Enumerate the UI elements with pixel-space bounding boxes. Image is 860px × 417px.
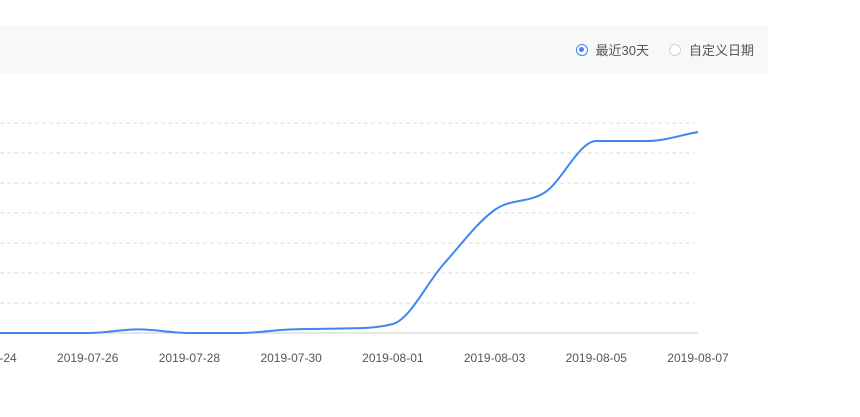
x-tick-label: 2019-08-05 (566, 351, 628, 365)
x-tick-label: 2019-07-24 (0, 351, 17, 365)
x-tick-label: 2019-07-28 (159, 351, 221, 365)
x-tick-label: 2019-08-03 (464, 351, 526, 365)
x-tick-label: 2019-08-07 (667, 351, 729, 365)
chart-svg: 2019-07-24 2019-07-26 2019-07-28 2019-07-30… (0, 122, 729, 365)
radio-unselected-icon[interactable] (668, 43, 681, 56)
date-range-radio-group: 最近30天 自定义日期 (575, 26, 754, 73)
date-filter-bar: 最近30天 自定义日期 (0, 26, 768, 73)
radio-last-30-days[interactable]: 最近30天 (575, 40, 649, 59)
radio-custom-date[interactable]: 自定义日期 (668, 40, 754, 59)
x-tick-label: 2019-08-01 (362, 351, 424, 365)
radio-selected-icon[interactable] (575, 43, 588, 56)
series-line-0 (0, 131, 699, 334)
trend-line-chart: 2019-07-24 2019-07-26 2019-07-28 2019-07-30… (0, 90, 760, 380)
x-tick-label: 2019-07-30 (260, 351, 322, 365)
radio-last-30-days-label: 最近30天 (595, 43, 649, 58)
radio-custom-date-label: 自定义日期 (688, 43, 754, 58)
x-tick-label: 2019-07-26 (57, 351, 119, 365)
